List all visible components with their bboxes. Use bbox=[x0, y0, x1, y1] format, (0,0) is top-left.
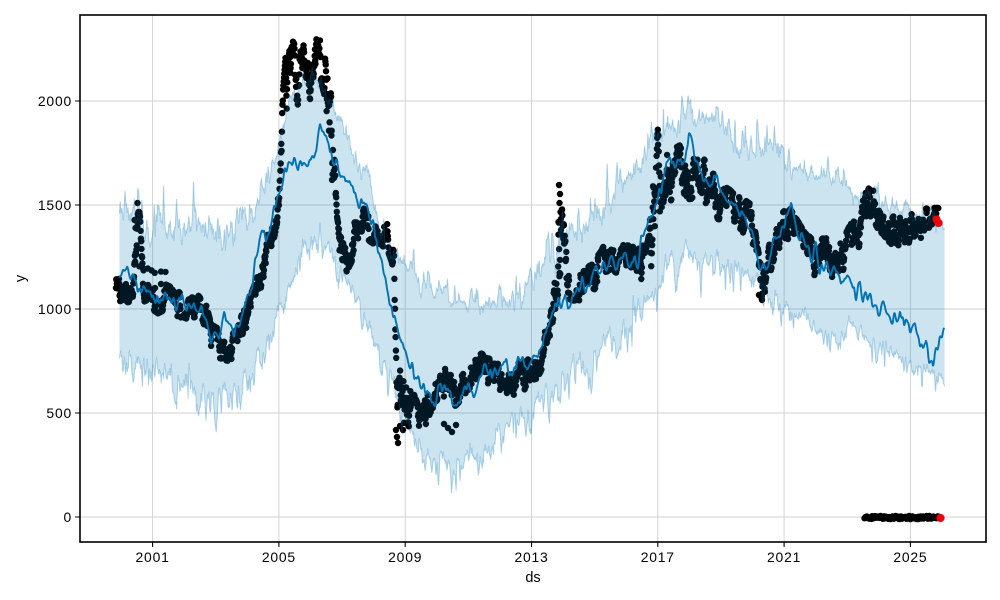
svg-text:2021: 2021 bbox=[767, 549, 801, 565]
svg-text:2009: 2009 bbox=[388, 549, 422, 565]
svg-text:2005: 2005 bbox=[262, 549, 296, 565]
svg-text:2025: 2025 bbox=[893, 549, 927, 565]
svg-text:2000: 2000 bbox=[38, 93, 72, 109]
svg-text:y: y bbox=[13, 274, 29, 282]
svg-text:1500: 1500 bbox=[38, 197, 72, 213]
svg-text:1000: 1000 bbox=[38, 301, 72, 317]
svg-text:500: 500 bbox=[46, 405, 72, 421]
svg-text:ds: ds bbox=[525, 570, 540, 586]
svg-text:2017: 2017 bbox=[641, 549, 675, 565]
svg-text:2001: 2001 bbox=[136, 549, 170, 565]
svg-text:2013: 2013 bbox=[514, 549, 548, 565]
svg-text:0: 0 bbox=[63, 509, 72, 525]
